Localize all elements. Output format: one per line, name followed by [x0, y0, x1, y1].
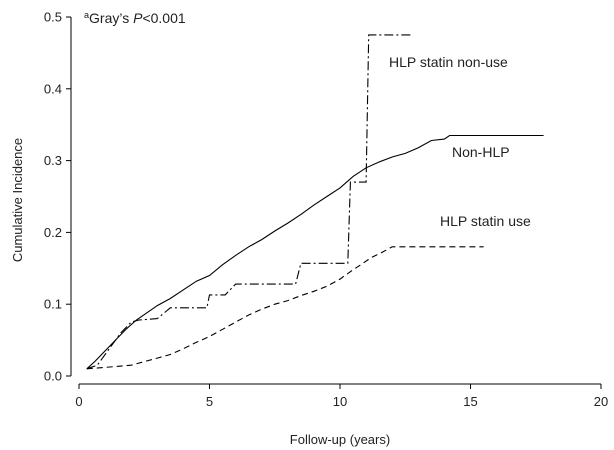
curves	[86, 34, 544, 370]
series-label-hlp-statin-use: HLP statin use	[440, 213, 531, 229]
ticks: 0.0 0.1 0.2 0.3 0.4 0.5 0 5 10 15 20	[44, 10, 608, 410]
x-tick-label: 20	[594, 394, 608, 409]
y-tick-label: 0.3	[44, 153, 62, 168]
y-tick-label: 0.2	[44, 225, 62, 240]
series-line-non-hlp	[86, 134, 544, 370]
y-tick-label: 0.0	[44, 369, 62, 384]
y-axis-title: Cumulative Incidence	[10, 138, 25, 262]
x-tick-label: 10	[333, 394, 347, 409]
annotation-suffix: <0.001	[142, 10, 185, 26]
annotation-p-italic: P	[133, 10, 143, 26]
axes	[70, 17, 601, 385]
x-axis-title: Follow-up (years)	[290, 432, 390, 447]
x-tick-label: 0	[75, 394, 82, 409]
y-tick-label: 0.1	[44, 297, 62, 312]
annotation-superscript: a	[84, 10, 89, 20]
grays-test-annotation: aGray’s P<0.001	[84, 10, 186, 26]
y-tick-label: 0.5	[44, 10, 62, 25]
series-label-hlp-statin-non-use: HLP statin non-use	[389, 54, 508, 70]
series-line-hlp-statin-use	[86, 246, 484, 370]
series-line-hlp-statin-non-use	[86, 34, 411, 370]
y-tick-label: 0.4	[44, 81, 62, 96]
annotation-prefix: Gray’s	[89, 10, 133, 26]
x-tick-label: 5	[206, 394, 213, 409]
x-tick-label: 15	[463, 394, 477, 409]
series-label-non-hlp: Non-HLP	[452, 144, 510, 160]
